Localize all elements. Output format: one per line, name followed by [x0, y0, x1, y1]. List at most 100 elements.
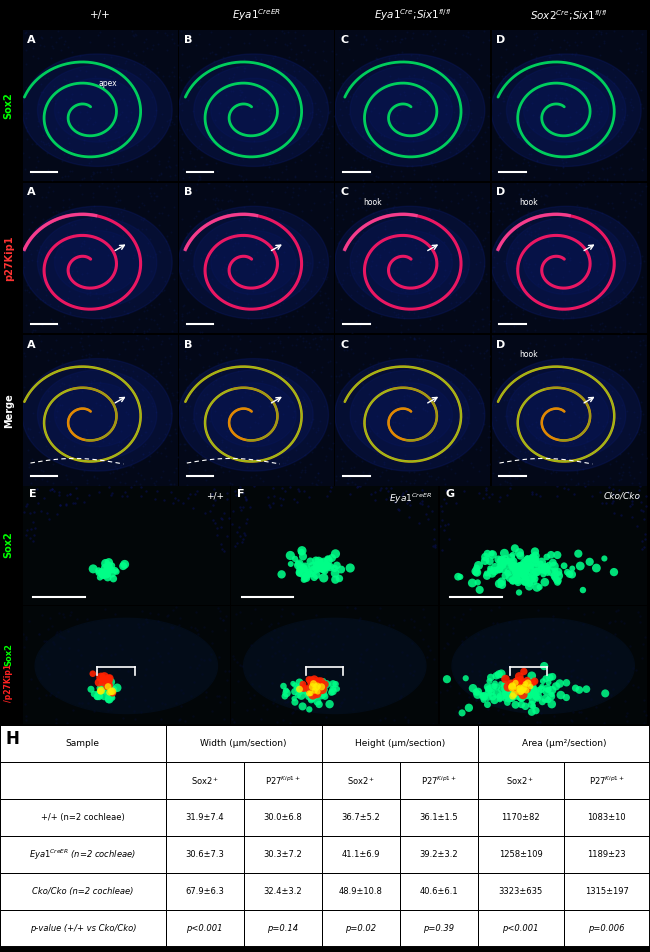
- Point: [28, 305, 38, 320]
- Point: [594, 100, 604, 115]
- Point: [527, 184, 538, 199]
- Point: [230, 235, 240, 250]
- Point: [164, 69, 174, 84]
- Point: [42, 633, 52, 648]
- Point: [171, 306, 181, 321]
- Point: [238, 91, 248, 107]
- Point: [472, 201, 482, 216]
- Point: [216, 433, 227, 448]
- Point: [525, 147, 536, 162]
- Point: [107, 689, 117, 704]
- Point: [414, 330, 424, 346]
- Point: [107, 259, 117, 274]
- Point: [269, 314, 280, 329]
- Point: [175, 610, 185, 625]
- Point: [237, 470, 248, 486]
- Point: [633, 489, 644, 505]
- Point: [497, 202, 507, 217]
- Point: [560, 41, 571, 56]
- Point: [529, 27, 539, 42]
- Point: [265, 153, 275, 169]
- Text: C: C: [340, 188, 348, 197]
- Point: [317, 328, 328, 344]
- Point: [569, 360, 579, 375]
- Point: [288, 266, 298, 281]
- Point: [270, 258, 281, 273]
- Point: [525, 679, 536, 694]
- Point: [285, 385, 295, 400]
- Point: [571, 197, 582, 212]
- Point: [367, 350, 378, 366]
- Point: [21, 120, 31, 135]
- Point: [25, 506, 35, 521]
- Point: [363, 329, 374, 345]
- Point: [430, 91, 440, 107]
- Point: [113, 56, 124, 71]
- Point: [501, 660, 512, 675]
- Point: [508, 547, 518, 563]
- Point: [497, 682, 507, 697]
- Point: [314, 677, 324, 692]
- Point: [226, 292, 236, 307]
- Point: [218, 341, 228, 356]
- Point: [446, 462, 456, 477]
- Point: [604, 297, 615, 312]
- Point: [181, 477, 192, 492]
- Point: [515, 679, 525, 694]
- Point: [409, 664, 419, 679]
- Point: [554, 89, 565, 105]
- Point: [265, 499, 276, 514]
- Point: [510, 561, 521, 576]
- Point: [424, 23, 435, 38]
- Point: [521, 274, 532, 289]
- Point: [506, 306, 516, 321]
- Point: [538, 674, 548, 689]
- Point: [356, 104, 366, 119]
- Point: [488, 615, 498, 630]
- Point: [575, 454, 585, 469]
- Point: [491, 629, 501, 645]
- Point: [532, 401, 542, 416]
- Point: [256, 408, 266, 424]
- Point: [299, 681, 309, 696]
- Point: [630, 62, 641, 77]
- Point: [88, 116, 98, 131]
- Point: [574, 215, 584, 230]
- Point: [123, 306, 133, 321]
- Point: [523, 340, 534, 355]
- Point: [307, 105, 318, 120]
- Point: [627, 237, 637, 252]
- Point: [419, 73, 429, 89]
- Point: [149, 138, 159, 153]
- Point: [514, 545, 525, 561]
- Point: [521, 132, 531, 148]
- Point: [482, 109, 493, 124]
- Point: [41, 438, 51, 453]
- Point: [78, 717, 88, 732]
- Point: [316, 126, 326, 141]
- Point: [564, 648, 574, 664]
- Point: [222, 257, 233, 272]
- Point: [550, 445, 560, 460]
- Point: [249, 194, 259, 209]
- Point: [512, 683, 522, 698]
- Point: [526, 293, 537, 308]
- Point: [572, 142, 582, 157]
- Point: [452, 700, 463, 715]
- Point: [354, 265, 365, 280]
- Point: [615, 363, 625, 378]
- Polygon shape: [367, 78, 452, 142]
- Point: [355, 190, 365, 206]
- Point: [290, 92, 300, 108]
- Point: [384, 52, 395, 68]
- Point: [111, 258, 121, 273]
- Point: [549, 717, 560, 732]
- Point: [422, 280, 433, 295]
- Point: [106, 674, 116, 689]
- Point: [575, 59, 585, 74]
- Point: [38, 463, 48, 478]
- Point: [99, 670, 109, 685]
- Point: [116, 672, 127, 687]
- Point: [295, 665, 306, 681]
- Point: [21, 123, 32, 138]
